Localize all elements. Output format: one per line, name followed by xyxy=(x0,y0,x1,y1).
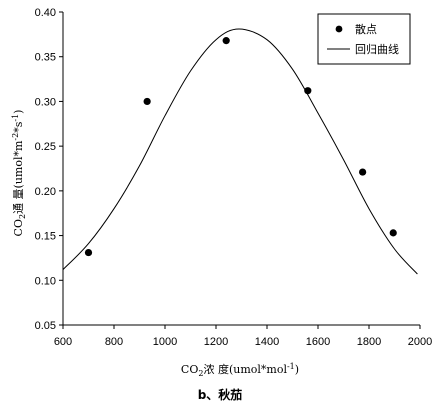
legend: 散点 回归曲线 xyxy=(317,13,411,65)
y-tick-label: 0.40 xyxy=(35,7,56,19)
x-tick-label: 1200 xyxy=(204,336,228,348)
scatter-point xyxy=(359,168,367,176)
y-tick-label: 0.20 xyxy=(35,186,56,198)
legend-box xyxy=(317,13,411,65)
y-tick-label: 0.25 xyxy=(35,141,56,153)
regression-curve-layer xyxy=(62,28,418,275)
x-tick-label: 2000 xyxy=(408,336,432,348)
y-tick-label: 0.35 xyxy=(35,52,56,64)
figure-caption: b、秋茄 xyxy=(197,388,243,402)
regression-curve xyxy=(62,28,418,275)
scatter-point xyxy=(84,248,93,257)
y-tick-label: 0.30 xyxy=(35,96,56,108)
y-tick-label: 0.05 xyxy=(35,320,56,332)
x-tick-label: 600 xyxy=(54,336,72,348)
axes: 0.05 0.10 0.15 0.20 0.25 0.30 0.35 0.40 600 800 10… xyxy=(35,7,433,348)
legend-marker-scatter xyxy=(335,25,343,33)
scatter-point xyxy=(304,87,312,95)
legend-label-scatter: 散点 xyxy=(355,22,377,36)
x-tick-label: 1000 xyxy=(153,336,177,348)
legend-label-curve: 回归曲线 xyxy=(355,42,399,56)
x-axis-title: CO2浓 度(umol*mol-1) xyxy=(181,362,299,378)
y-axis-title: CO2通 量(umol*m-2*s-1) xyxy=(11,110,27,237)
scatter-point xyxy=(222,37,230,45)
scatter-points-layer xyxy=(84,37,397,257)
y-tick-label: 0.10 xyxy=(35,275,56,287)
scatter-point xyxy=(143,97,151,106)
x-tick-label: 1600 xyxy=(306,336,330,348)
x-tick-label: 1400 xyxy=(255,336,279,348)
x-tick-label: 1800 xyxy=(357,336,381,348)
y-tick-label: 0.15 xyxy=(35,231,56,243)
x-tick-label: 800 xyxy=(105,336,123,348)
scatter-point xyxy=(389,229,397,237)
